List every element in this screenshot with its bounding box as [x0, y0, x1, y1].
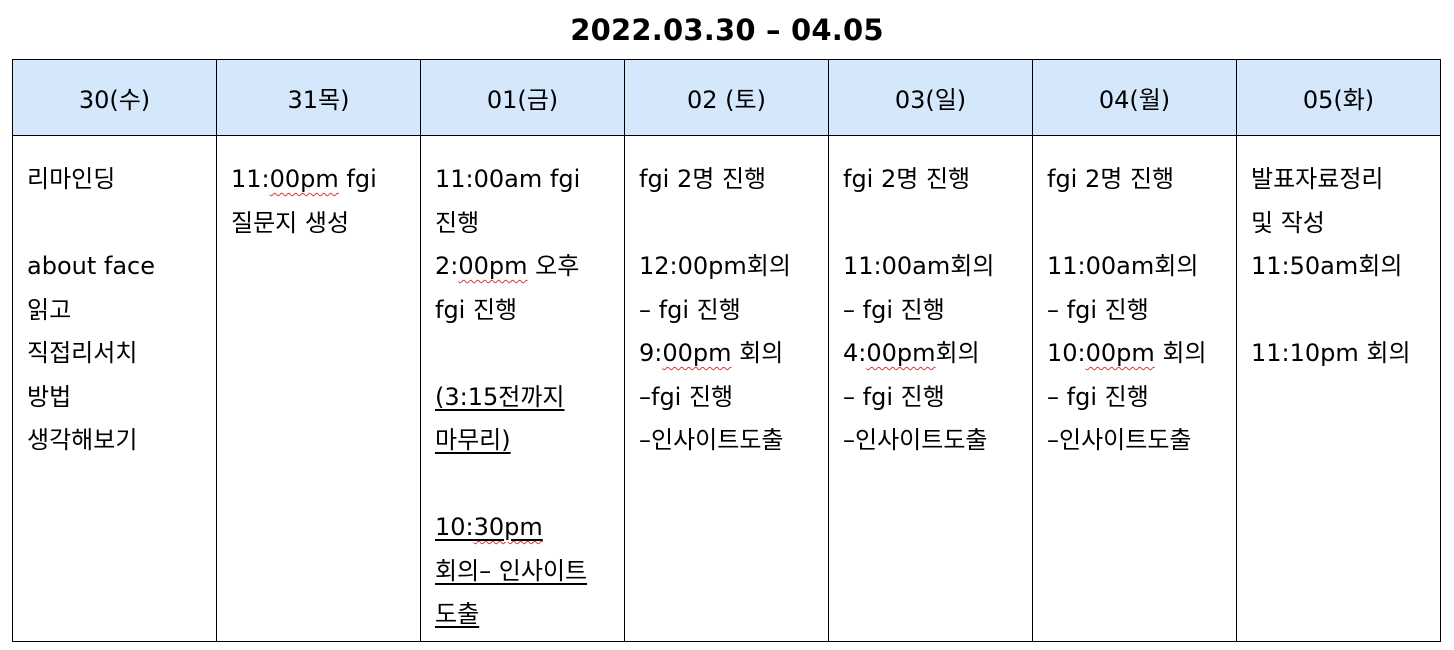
day-cell-1[interactable]: 11:00pm fgi 질문지 생성	[216, 135, 421, 642]
entry-text-part: 11:	[231, 165, 270, 193]
entry-line: 진행	[435, 208, 480, 237]
entry-line: about face	[27, 252, 155, 280]
document-title: 2022.03.30 – 04.05	[570, 13, 884, 47]
spellcheck-marked-text: 00pm	[458, 252, 528, 280]
entry-line: 11:10pm 회의	[1251, 339, 1411, 367]
spellcheck-marked-text: 00pm	[662, 339, 732, 367]
entry-line: 질문지 생성	[231, 208, 350, 237]
entry-line: 생각해보기	[27, 426, 138, 454]
entry-line: 12:00pm회의	[639, 252, 791, 280]
entry-text-part: 회의	[935, 339, 980, 367]
day-header-0: 30(수)	[12, 59, 217, 136]
entry-line: – fgi 진행	[843, 295, 945, 324]
entry-line: 4:00pm회의	[843, 332, 1022, 376]
entry-line: 마무리)	[435, 426, 511, 454]
entry-line: –fgi 진행	[639, 382, 734, 411]
day-header-3: 02 (토)	[624, 59, 829, 136]
day-cell-4[interactable]: fgi 2명 진행 11:00am회의 – fgi 진행 4:00pm회의 – fgi…	[828, 135, 1033, 642]
entry-line: 도출	[435, 600, 480, 628]
blank-line	[639, 202, 818, 246]
entry-line: – fgi 진행	[843, 382, 945, 411]
weekly-schedule-table: 30(수) 31목) 01(금) 02 (토) 03(일) 04(월) 05(화…	[12, 59, 1441, 642]
entry-line: –인사이트도출	[639, 426, 784, 454]
day-header-2: 01(금)	[420, 59, 625, 136]
entry-line: –인사이트도출	[843, 426, 988, 454]
entry-text-part: 9:	[639, 339, 663, 367]
entry-line: 및 작성	[1251, 208, 1325, 237]
entry-line: 10:00pm 회의	[1047, 332, 1226, 376]
entry-line: 직접리서치	[27, 339, 138, 367]
entry-text-part: 오후	[527, 252, 580, 280]
entry-text-part: 2:	[435, 252, 459, 280]
entry-line: 리마인딩	[27, 165, 116, 193]
entry-line: – fgi 진행	[1047, 382, 1149, 411]
entry-line: fgi 2명 진행	[639, 165, 767, 193]
spellcheck-marked-text: 00pm	[1085, 339, 1155, 367]
entry-line: 11:50am회의	[1251, 252, 1403, 280]
entry-text-part: 10:	[435, 513, 474, 541]
spellcheck-marked-text: 30pm	[473, 513, 543, 541]
spellcheck-marked-text: 00pm	[866, 339, 936, 367]
blank-line	[843, 202, 1022, 246]
entry-line: 11:00am회의	[1047, 252, 1199, 280]
spellcheck-marked-text: 00pm	[269, 165, 339, 193]
entry-line: fgi 2명 진행	[843, 165, 971, 193]
day-header-1: 31목)	[216, 59, 421, 136]
blank-line	[435, 463, 614, 507]
day-header-5: 04(월)	[1032, 59, 1237, 136]
entry-line: 11:00am회의	[843, 252, 995, 280]
entry-text-part: fgi	[338, 165, 377, 193]
entry-line: (3:15전까지	[435, 382, 565, 411]
day-cell-3[interactable]: fgi 2명 진행 12:00pm회의 – fgi 진행 9:00pm 회의 –fgi…	[624, 135, 829, 642]
blank-line	[435, 332, 614, 376]
entry-line: 회의– 인사이트	[435, 556, 588, 585]
entry-line: 11:00pm fgi	[231, 158, 410, 202]
blank-line	[27, 202, 206, 246]
entry-line: 11:00am fgi	[435, 165, 581, 193]
day-header-4: 03(일)	[828, 59, 1033, 136]
entry-line: 2:00pm 오후	[435, 245, 614, 289]
blank-line	[1251, 289, 1430, 333]
entry-line: 읽고	[27, 295, 72, 324]
entry-line: 9:00pm 회의	[639, 332, 818, 376]
entry-line: – fgi 진행	[639, 295, 741, 324]
blank-line	[1047, 202, 1226, 246]
entry-line: –인사이트도출	[1047, 426, 1192, 454]
entry-text-part: 회의	[1154, 339, 1207, 367]
entry-text-part: 회의	[731, 339, 784, 367]
day-cell-5[interactable]: fgi 2명 진행 11:00am회의 – fgi 진행 10:00pm 회의 – f…	[1032, 135, 1237, 642]
entry-line: fgi 진행	[435, 295, 518, 324]
entry-text-part: 10:	[1047, 339, 1086, 367]
day-header-6: 05(화)	[1236, 59, 1441, 136]
entry-line: – fgi 진행	[1047, 295, 1149, 324]
entry-line: 방법	[27, 382, 72, 411]
header-row: 30(수) 31목) 01(금) 02 (토) 03(일) 04(월) 05(화…	[12, 59, 1441, 136]
entry-line: 발표자료정리	[1251, 165, 1384, 193]
schedule-row: 리마인딩 about face 읽고 직접리서치 방법 생각해보기 11:00pm fg…	[12, 135, 1441, 642]
entry-text-part: 4:	[843, 339, 867, 367]
entry-line: 10:30pm	[435, 506, 614, 550]
entry-line: fgi 2명 진행	[1047, 165, 1175, 193]
